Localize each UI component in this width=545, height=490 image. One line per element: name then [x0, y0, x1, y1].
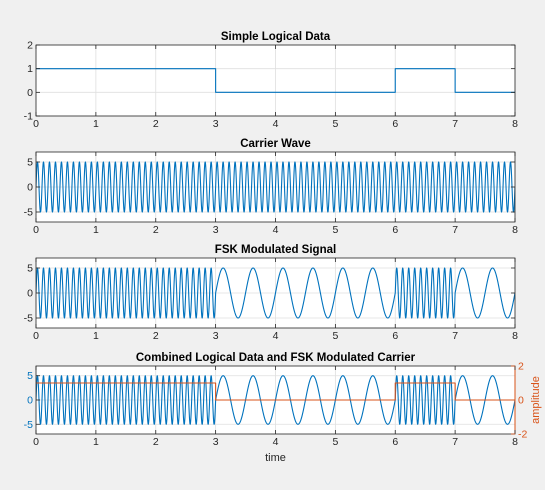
y-tick-label-right: 0 [518, 395, 524, 407]
y-tick-label: -1 [24, 111, 33, 123]
x-tick-label: 6 [392, 436, 398, 448]
subplot-title: Carrier Wave [240, 138, 311, 150]
subplot-title: Combined Logical Data and FSK Modulated … [136, 352, 416, 364]
data-layer [36, 267, 515, 319]
data-layer [36, 375, 515, 425]
x-tick-label: 7 [452, 224, 458, 236]
x-tick-label: 4 [273, 330, 279, 342]
x-tick-label: 5 [332, 436, 338, 448]
subplot-title: FSK Modulated Signal [215, 244, 336, 256]
series-line-1 [36, 267, 515, 319]
y-tick-label: 0 [27, 87, 33, 99]
x-tick-label: 8 [512, 436, 518, 448]
x-tick-label: 7 [452, 330, 458, 342]
x-tick-label: 3 [213, 330, 219, 342]
x-tick-label: 2 [153, 118, 159, 130]
x-tick-label: 5 [332, 330, 338, 342]
x-tick-label: 6 [392, 224, 398, 236]
x-tick-label: 6 [392, 118, 398, 130]
y-tick-label: 5 [27, 157, 33, 169]
x-tick-label: 1 [93, 330, 99, 342]
x-tick-label: 7 [452, 118, 458, 130]
x-tick-label: 4 [273, 224, 279, 236]
x-tick-label: 1 [93, 224, 99, 236]
data-layer [36, 161, 515, 213]
y-tick-label: 2 [27, 40, 33, 52]
series-line-1 [36, 68, 515, 93]
x-tick-label: 0 [33, 224, 39, 236]
y-tick-label: -5 [24, 313, 33, 325]
subplot-title: Simple Logical Data [221, 31, 331, 43]
x-tick-label: 0 [33, 118, 39, 130]
x-tick-label: 7 [452, 436, 458, 448]
y-tick-label: -5 [24, 419, 33, 431]
x-tick-label: 2 [153, 436, 159, 448]
series-line-1 [36, 161, 515, 213]
y-tick-label-right: 2 [518, 361, 524, 373]
x-tick-label: 8 [512, 330, 518, 342]
x-tick-label: 8 [512, 224, 518, 236]
x-tick-label: 6 [392, 330, 398, 342]
x-tick-label: 3 [213, 436, 219, 448]
x-tick-label: 0 [33, 436, 39, 448]
y-tick-label: 0 [27, 395, 33, 407]
data-layer [36, 68, 515, 93]
x-tick-label: 1 [93, 436, 99, 448]
x-axis-label: time [265, 452, 286, 464]
x-tick-label: 2 [153, 224, 159, 236]
x-tick-label: 1 [93, 118, 99, 130]
y-tick-label: 1 [27, 63, 33, 75]
x-tick-label: 8 [512, 118, 518, 130]
series-line-2 [36, 382, 515, 401]
y-tick-label: 5 [27, 370, 33, 382]
x-tick-label: 0 [33, 330, 39, 342]
x-tick-label: 4 [273, 436, 279, 448]
y-axis-label-right: amplitude [530, 376, 542, 424]
y-tick-label: 0 [27, 288, 33, 300]
y-tick-label: 0 [27, 182, 33, 194]
x-tick-label: 3 [213, 118, 219, 130]
y-tick-label-right: -2 [518, 429, 527, 441]
x-tick-label: 5 [332, 224, 338, 236]
x-tick-label: 2 [153, 330, 159, 342]
y-tick-label: -5 [24, 207, 33, 219]
x-tick-label: 3 [213, 224, 219, 236]
y-tick-label: 5 [27, 263, 33, 275]
x-tick-label: 4 [273, 118, 279, 130]
x-tick-label: 5 [332, 118, 338, 130]
